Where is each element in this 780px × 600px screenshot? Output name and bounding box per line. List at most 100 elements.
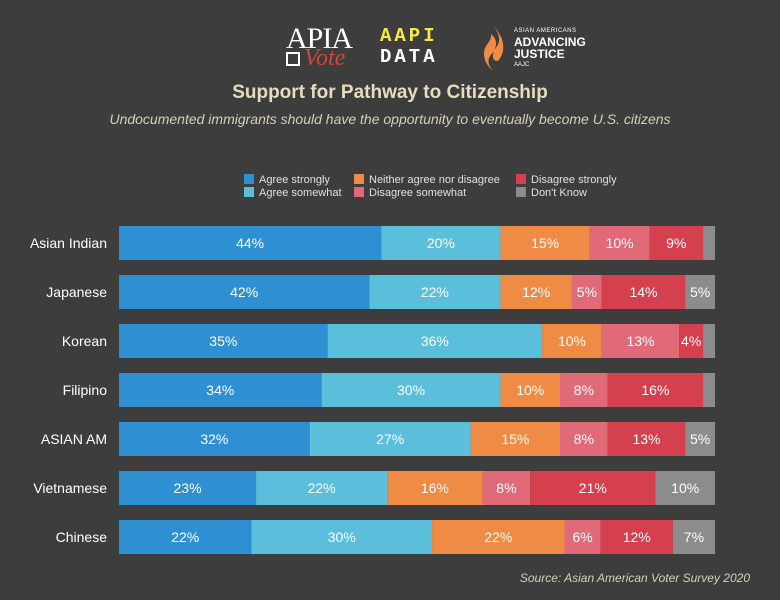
bar-segment (309, 422, 471, 456)
aajc-acronym: AAJC (514, 62, 530, 68)
bar-segment (327, 324, 543, 358)
data-label: 5% (690, 284, 710, 300)
bar-segment (119, 422, 310, 456)
data-label: 12% (522, 284, 550, 300)
data-label: 8% (496, 480, 516, 496)
bar-segment (500, 373, 561, 407)
data-label: 13% (632, 431, 660, 447)
legend-label: Don't Know (531, 187, 587, 199)
data-label: 8% (574, 431, 594, 447)
bar-segment (672, 520, 715, 554)
aajc-name: ADVANCING JUSTICE (514, 36, 586, 60)
data-label: 8% (574, 382, 594, 398)
aapi-logo-row2: DATA (380, 46, 438, 68)
bar-segment (369, 275, 501, 309)
data-label: 30% (397, 382, 425, 398)
bar-segment (119, 373, 322, 407)
bar-segment (564, 520, 601, 554)
data-label: 7% (684, 529, 704, 545)
bar-segment (321, 373, 501, 407)
category-label: Filipino (63, 382, 108, 398)
category-label: Vietnamese (33, 480, 107, 496)
bar-segment (655, 471, 715, 505)
data-label: 16% (421, 480, 449, 496)
bar-segment (500, 275, 572, 309)
bar-segment (256, 471, 388, 505)
data-label: 22% (484, 529, 512, 545)
partner-logos: APIA Vote AAPI DATA ASIAN AMERICANS ADVA… (0, 22, 780, 74)
data-label: 22% (421, 284, 449, 300)
category-label: Korean (62, 333, 107, 349)
chart-subtitle: Undocumented immigrants should have the … (109, 111, 671, 127)
legend-label: Neither agree nor disagree (369, 174, 500, 186)
bar-segment (679, 324, 704, 358)
data-label: 16% (641, 382, 669, 398)
apia-vote-logo: APIA Vote (282, 24, 364, 72)
bar-segment (530, 471, 656, 505)
bar-segment (607, 422, 686, 456)
bar-segment (703, 226, 715, 260)
data-label: 30% (328, 529, 356, 545)
data-label: 32% (200, 431, 228, 447)
bar-segment (703, 324, 715, 358)
data-label: 10% (606, 235, 634, 251)
bar-segment (571, 275, 602, 309)
bar-segment (589, 226, 650, 260)
aajc-small-text: ASIAN AMERICANS (514, 28, 577, 34)
bar-segment (607, 373, 704, 407)
bar-segment (542, 324, 602, 358)
legend-swatch (354, 174, 364, 184)
bar-segment (685, 422, 715, 456)
data-label: 34% (206, 382, 234, 398)
bar-segment (119, 275, 370, 309)
bar-segment (251, 520, 433, 554)
data-label: 5% (690, 431, 710, 447)
chart-title: Support for Pathway to Citizenship (232, 82, 548, 103)
bar-segment (119, 324, 328, 358)
ballot-box-icon (286, 52, 300, 66)
legend-swatch (244, 174, 254, 184)
aapi-logo-row1: AAPI (380, 25, 438, 47)
data-label: 22% (308, 480, 336, 496)
data-label: 6% (572, 529, 592, 545)
data-label: 13% (626, 333, 654, 349)
bar-segment (119, 471, 257, 505)
bar-segment (482, 471, 531, 505)
data-label: 10% (671, 480, 699, 496)
data-label: 15% (531, 235, 559, 251)
legend-label: Agree strongly (259, 174, 330, 186)
data-label: 27% (376, 431, 404, 447)
source-note: Source: Asian American Voter Survey 2020 (519, 571, 750, 585)
aajc-line1: ADVANCING (514, 35, 586, 49)
data-label: 10% (558, 333, 586, 349)
bar-segment (703, 373, 715, 407)
data-label: 42% (230, 284, 258, 300)
legend-label: Disagree strongly (531, 174, 617, 186)
category-label: Japanese (46, 284, 107, 300)
bar-segment (432, 520, 565, 554)
data-label: 5% (577, 284, 597, 300)
bar-segment (600, 520, 673, 554)
category-label: ASIAN AM (41, 431, 107, 447)
data-label: 23% (174, 480, 202, 496)
bar-segment (685, 275, 715, 309)
aajc-logo: ASIAN AMERICANS ADVANCING JUSTICE AAJC (478, 24, 608, 74)
data-label: 20% (427, 235, 455, 251)
bar-segment (381, 226, 501, 260)
bar-segment (387, 471, 483, 505)
data-label: 14% (629, 284, 657, 300)
bar-segment (500, 226, 590, 260)
data-label: 4% (681, 333, 701, 349)
category-label: Asian Indian (30, 235, 107, 251)
data-label: 36% (421, 333, 449, 349)
bar-segment (560, 422, 608, 456)
apia-logo-text: APIA (286, 22, 353, 55)
data-label: 9% (666, 235, 686, 251)
legend-swatch (354, 187, 364, 197)
legend-label: Disagree somewhat (369, 187, 466, 199)
legend-swatch (516, 187, 526, 197)
data-label: 44% (236, 235, 264, 251)
data-label: 21% (579, 480, 607, 496)
data-label: 12% (623, 529, 651, 545)
